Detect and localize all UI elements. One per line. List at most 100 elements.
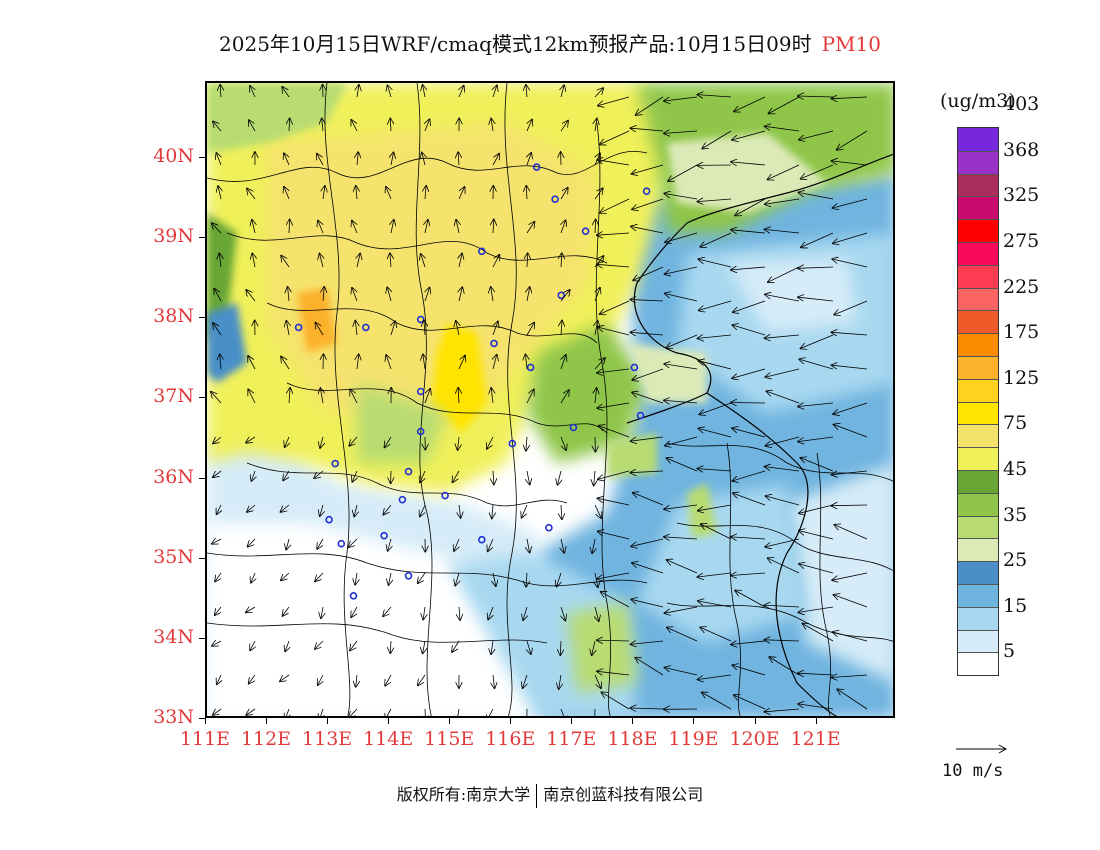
wind-arrow xyxy=(633,266,664,280)
wind-arrow xyxy=(383,504,392,515)
city-marker xyxy=(325,515,333,524)
wind-arrow xyxy=(594,88,603,98)
colorbar-level-label: 45 xyxy=(1003,458,1028,480)
copyright-footer: 版权所有:南京大学 南京创蓝科技有限公司 xyxy=(0,781,1100,808)
city-marker xyxy=(441,491,449,500)
colorbar-level-label: 35 xyxy=(1003,503,1028,526)
wind-arrow xyxy=(560,436,566,450)
wind-arrow xyxy=(832,332,868,335)
lon-tick-label: 121E xyxy=(790,728,841,750)
wind-arrow xyxy=(248,538,256,547)
wind-arrow xyxy=(733,493,766,506)
colorbar-level-label: 368 xyxy=(1003,138,1040,161)
wind-arrow xyxy=(527,640,531,654)
wind-arrow xyxy=(422,153,425,166)
colorbar-swatch xyxy=(958,241,998,265)
wind-arrow xyxy=(459,504,461,518)
wind-arrow xyxy=(561,538,564,553)
wind-arrow xyxy=(833,632,868,642)
wind-arrow xyxy=(597,572,630,579)
wind-arrow xyxy=(702,130,732,149)
wind-arrow xyxy=(734,695,766,710)
wind-arrow xyxy=(595,119,597,132)
wind-arrow xyxy=(735,198,766,216)
colorbar-level-label: 275 xyxy=(1003,230,1040,252)
wind-arrow xyxy=(425,220,428,234)
city-marker xyxy=(545,523,553,532)
lon-tick-label: 114E xyxy=(363,728,414,750)
wind-arrow xyxy=(322,119,323,132)
wind-arrow xyxy=(526,222,534,234)
wind-arrow xyxy=(732,368,766,378)
city-marker xyxy=(581,227,590,235)
wind-arrow xyxy=(526,186,527,200)
wind-arrow xyxy=(423,640,425,653)
wind-arrow xyxy=(320,436,323,448)
wind-arrow xyxy=(698,199,732,202)
wind-arrow xyxy=(600,130,630,144)
wind-arrow xyxy=(665,266,698,274)
admin-boundaries xyxy=(207,83,893,716)
wind-arrow xyxy=(699,300,732,310)
lon-tick xyxy=(632,718,634,724)
wind-arrow xyxy=(425,186,426,200)
wind-arrow xyxy=(456,321,459,336)
wind-arrow xyxy=(598,470,630,479)
colorbar-level-label: 125 xyxy=(1003,366,1040,389)
wind-arrow xyxy=(356,674,357,687)
lon-tick-label: 113E xyxy=(302,728,353,750)
wind-arrow xyxy=(458,152,459,166)
wind-arrow xyxy=(459,606,460,620)
colorbar-swatch xyxy=(958,561,998,584)
wind-arrow xyxy=(280,674,290,681)
wind-arrow xyxy=(492,154,499,166)
wind-arrow xyxy=(665,606,698,613)
wind-arrow xyxy=(283,470,289,480)
wind-arrow xyxy=(631,332,664,335)
wind-arrow xyxy=(349,436,358,446)
lat-tick-label: 33N xyxy=(153,706,194,728)
wind-arrow xyxy=(735,591,766,608)
wind-arrow xyxy=(633,493,664,506)
wind-arrow xyxy=(425,708,426,716)
wind-arrow xyxy=(457,708,459,716)
lat-tick xyxy=(199,718,205,719)
city-marker xyxy=(404,467,413,476)
wind-arrow xyxy=(251,470,255,481)
colorbar-swatch xyxy=(958,150,998,174)
wind-arrow xyxy=(285,640,289,651)
wind-arrow xyxy=(765,467,800,472)
colorbar-level-label: 175 xyxy=(1003,321,1040,344)
wind-arrow xyxy=(632,563,664,574)
lon-tick xyxy=(388,718,390,724)
wind-arrow xyxy=(664,400,698,403)
wind-arrow xyxy=(765,605,800,607)
wind-arrow xyxy=(423,85,425,98)
wind-arrow xyxy=(220,354,221,370)
wind-arrow xyxy=(600,300,630,314)
city-marker xyxy=(532,163,541,171)
lon-tick xyxy=(815,718,817,724)
wind-arrow xyxy=(798,96,834,97)
wind-arrow xyxy=(386,187,391,200)
wind-arrow xyxy=(352,221,357,234)
wind-arrow xyxy=(389,572,392,585)
city-marker xyxy=(477,247,486,256)
lat-tick xyxy=(199,237,205,239)
wind-arrow xyxy=(834,425,868,438)
colorbar-level-label: 15 xyxy=(1003,594,1028,617)
city-marker xyxy=(416,387,425,396)
wind-arrow xyxy=(598,498,630,506)
wind-arrow xyxy=(701,524,732,540)
wind-arrow xyxy=(385,674,392,686)
wind-arrow xyxy=(453,470,460,482)
colorbar-level-label: 25 xyxy=(1003,549,1028,572)
wind-arrow xyxy=(418,572,426,583)
wind-arrow xyxy=(458,388,459,404)
lon-tick xyxy=(571,718,573,724)
wind-arrow xyxy=(594,358,605,370)
wind-arrow xyxy=(699,402,732,414)
lat-tick-label: 34N xyxy=(153,625,194,648)
wind-arrow xyxy=(732,665,766,676)
wind-arrow xyxy=(592,538,595,553)
